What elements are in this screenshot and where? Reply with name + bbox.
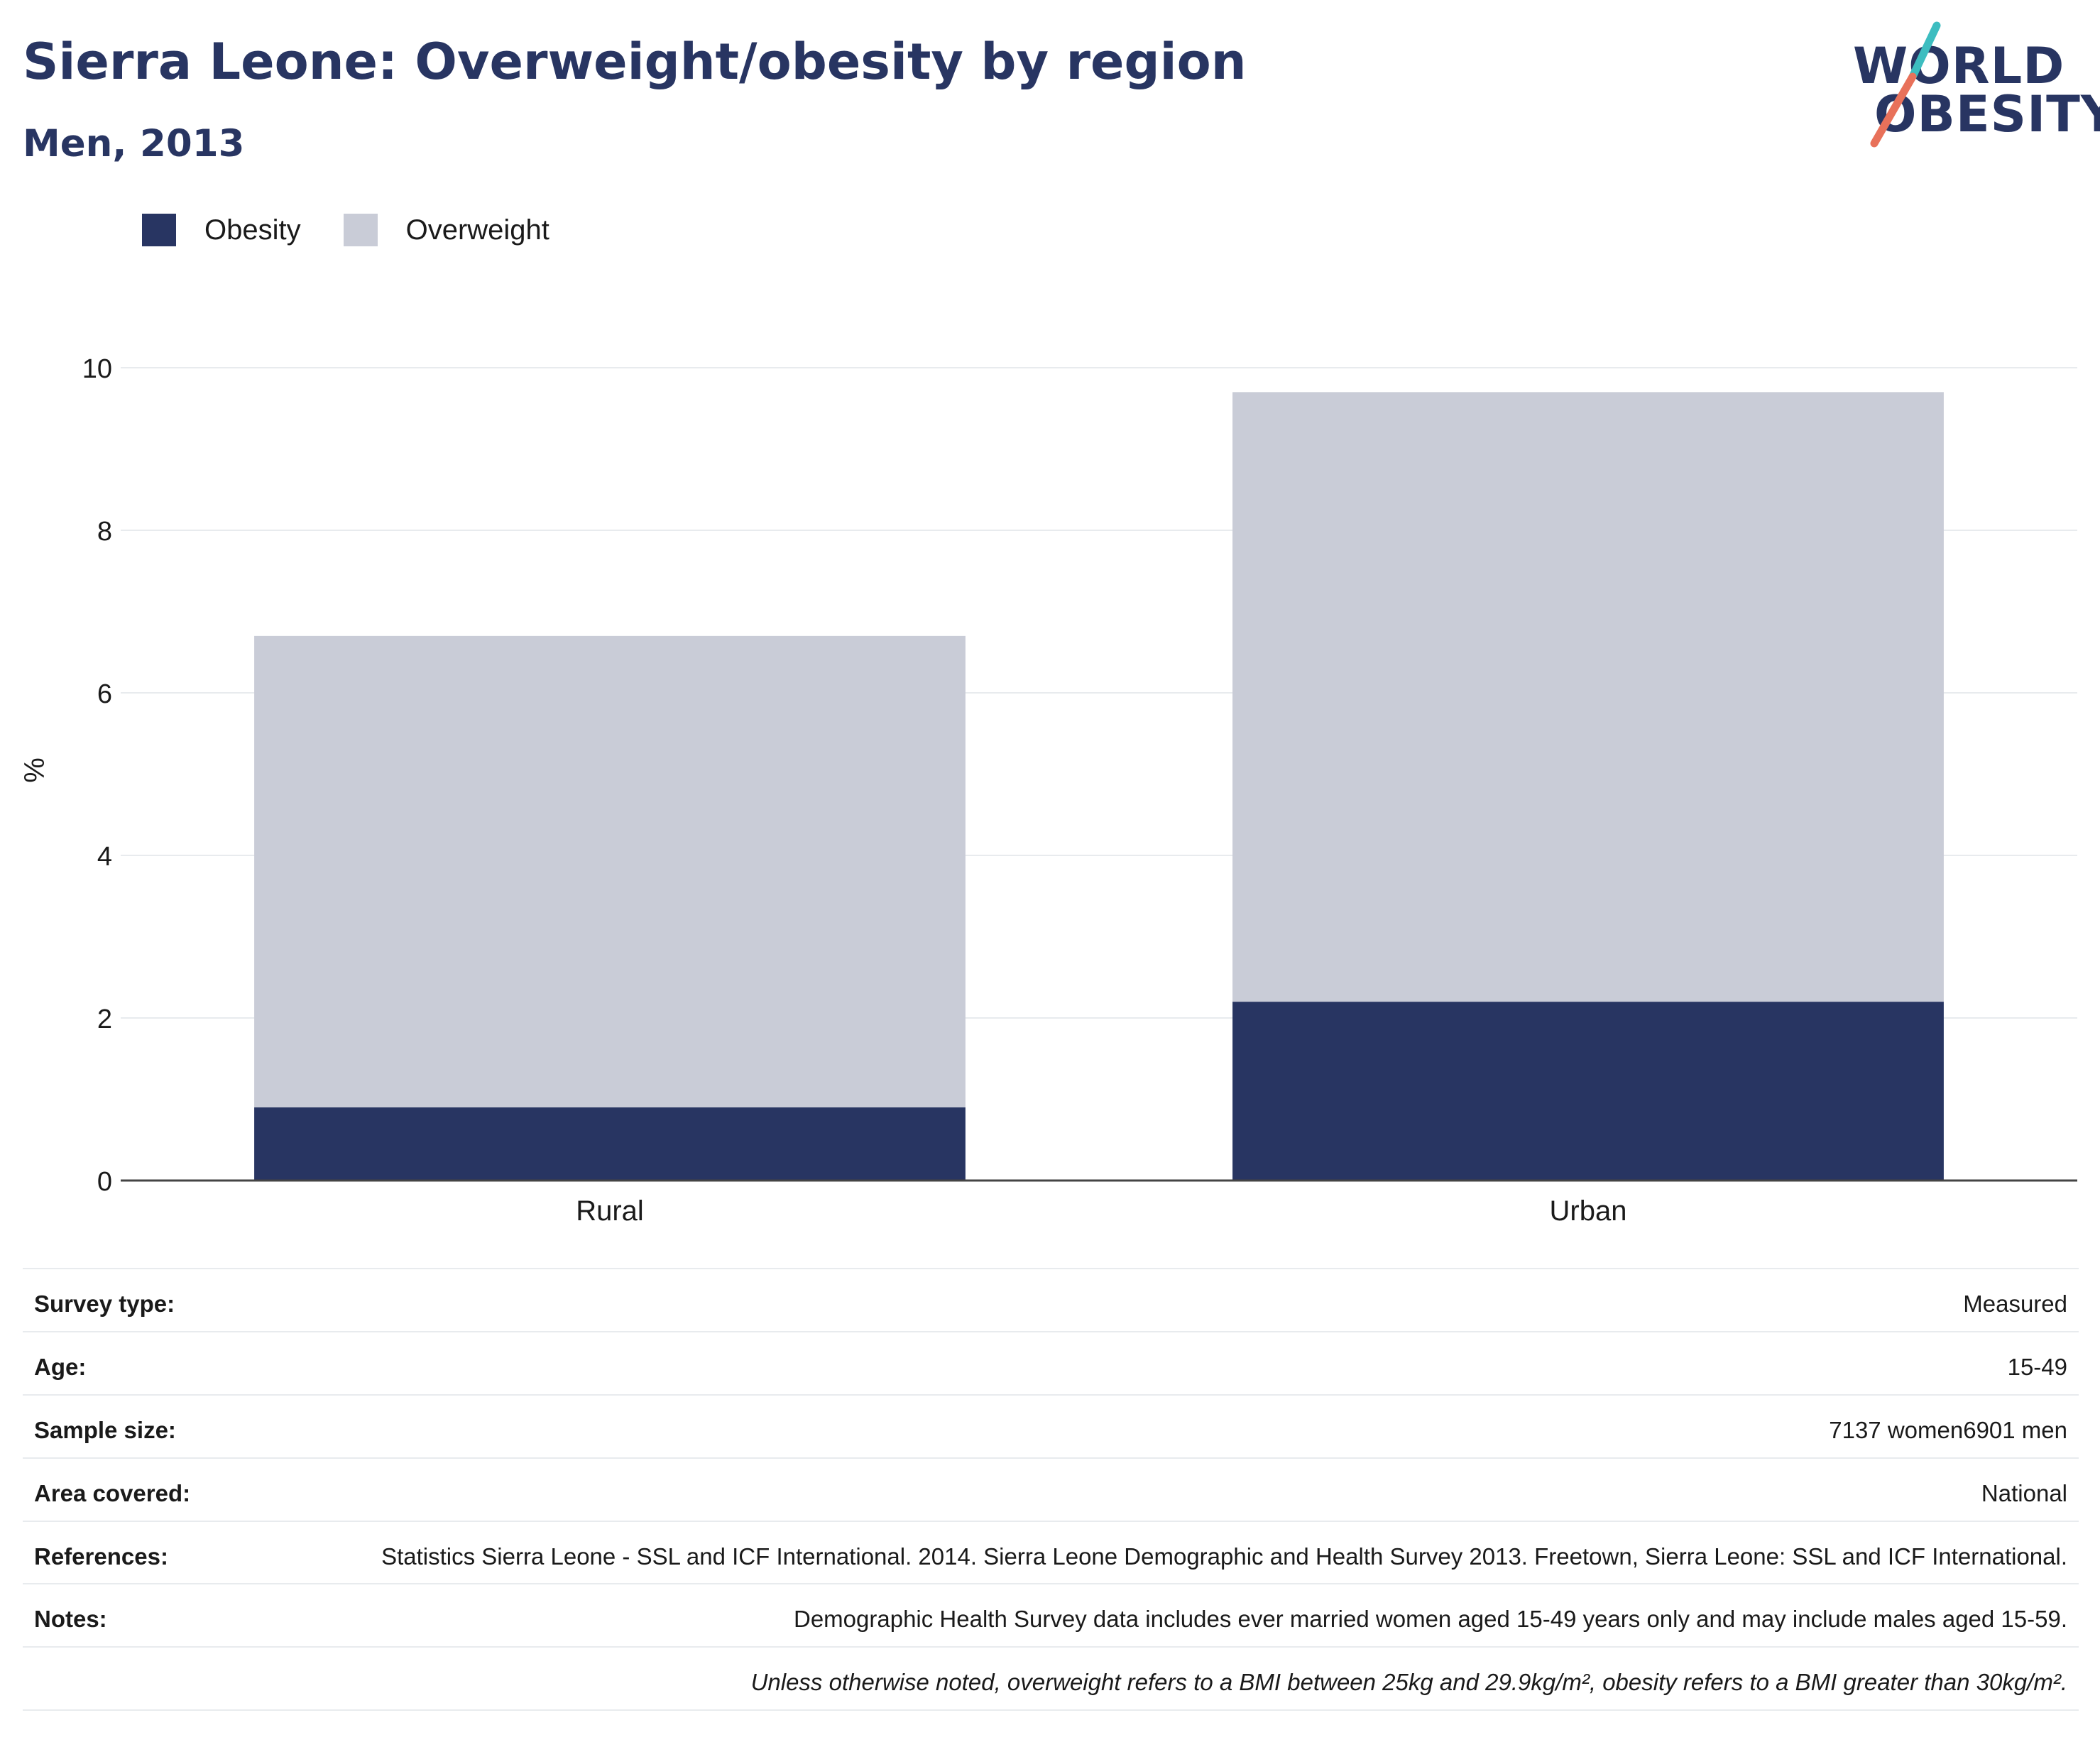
y-tick-label: 10 — [82, 354, 112, 384]
details-label: Notes: — [23, 1584, 273, 1648]
details-row: References: Statistics Sierra Leone - SSL… — [23, 1521, 2079, 1585]
y-tick-label: 0 — [97, 1167, 112, 1197]
details-label: Area covered: — [23, 1457, 273, 1522]
details-label: Sample size: — [23, 1394, 273, 1459]
logo-text-world: WORLD — [1853, 37, 2065, 95]
bar-obesity-rural — [254, 1107, 966, 1181]
details-label: References: — [23, 1521, 273, 1585]
world-obesity-logo: WORLD OBESITY — [1853, 21, 2100, 149]
chart-legend: Obesity Overweight — [142, 212, 592, 248]
details-value: Measured — [273, 1268, 2079, 1332]
details-value: 15-49 — [273, 1331, 2079, 1396]
y-tick-label: 6 — [97, 679, 112, 709]
details-footnote-row: Unless otherwise noted, overweight refer… — [23, 1647, 2079, 1712]
chart-title: Sierra Leone: Overweight/obesity by regi… — [23, 33, 1247, 91]
details-value: 7137 women6901 men — [273, 1394, 2079, 1459]
legend-item-obesity[interactable]: Obesity — [142, 214, 301, 246]
bar-obesity-urban — [1232, 1002, 1944, 1181]
bar-overweight-rural — [254, 635, 966, 1107]
details-row: Notes: Demographic Health Survey data inc… — [23, 1584, 2079, 1648]
y-tick-label: 8 — [97, 517, 112, 547]
details-row: Area covered: National — [23, 1457, 2079, 1522]
details-label: Survey type: — [23, 1268, 273, 1332]
stacked-bar-chart: % 0 2 4 6 8 10 Rural Urban — [19, 354, 2077, 1227]
x-tick-label: Urban — [1550, 1195, 1627, 1227]
legend-swatch-overweight — [343, 214, 378, 246]
logo-slash-icon — [1870, 21, 1941, 148]
legend-label-obesity: Obesity — [204, 214, 301, 246]
bmi-footnote: Unless otherwise noted, overweight refer… — [23, 1647, 2079, 1712]
details-value: Statistics Sierra Leone - SSL and ICF In… — [273, 1521, 2079, 1585]
details-row: Survey type: Measured — [23, 1268, 2079, 1332]
details-value: Demographic Health Survey data includes … — [273, 1584, 2079, 1648]
logo-text-obesity: OBESITY — [1874, 85, 2100, 143]
details-row: Age: 15-49 — [23, 1331, 2079, 1396]
y-axis-label: % — [19, 757, 50, 783]
bar-overweight-urban — [1232, 392, 1944, 1002]
details-row: Sample size: 7137 women6901 men — [23, 1394, 2079, 1459]
legend-label-overweight: Overweight — [405, 214, 549, 246]
y-tick-label: 4 — [97, 842, 112, 872]
x-tick-label: Rural — [576, 1195, 644, 1227]
legend-swatch-obesity — [142, 214, 176, 246]
chart-subtitle: Men, 2013 — [23, 122, 245, 165]
y-tick-label: 2 — [97, 1004, 112, 1034]
survey-details-table: Survey type: Measured Age: 15-49 Sample size… — [23, 1268, 2079, 1712]
legend-item-overweight[interactable]: Overweight — [343, 214, 549, 246]
details-label: Age: — [23, 1331, 273, 1396]
details-value: National — [273, 1457, 2079, 1522]
